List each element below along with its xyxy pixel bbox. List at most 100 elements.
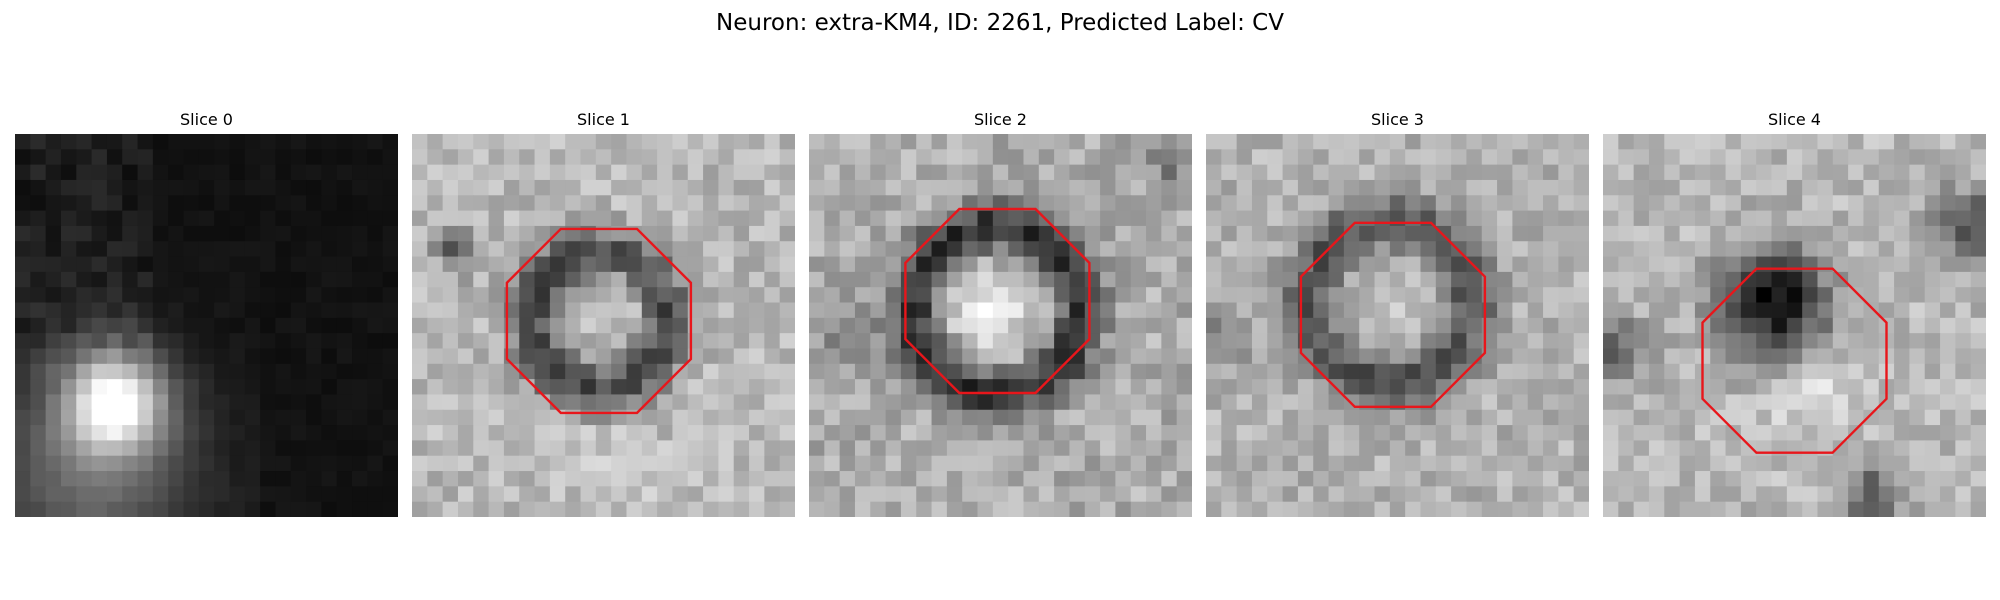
image-pixel (1863, 425, 1880, 441)
image-pixel (152, 333, 169, 350)
image-pixel (534, 471, 551, 487)
image-pixel (91, 425, 108, 441)
image-pixel (1955, 317, 1972, 334)
image-pixel (260, 149, 277, 166)
image-pixel (1435, 195, 1452, 212)
image-pixel (764, 317, 781, 334)
image-pixel (1359, 225, 1376, 242)
image-pixel (1146, 271, 1162, 288)
image-pixel (1848, 149, 1865, 166)
image-pixel (183, 241, 200, 258)
image-pixel (106, 363, 123, 380)
image-pixel (1802, 394, 1819, 411)
image-pixel (1389, 241, 1406, 258)
image-pixel (306, 379, 322, 396)
image-pixel (565, 256, 582, 273)
image-pixel (1618, 317, 1635, 334)
image-pixel (1558, 471, 1575, 487)
image-pixel (503, 501, 520, 517)
image-pixel (1802, 486, 1819, 503)
image-pixel (1466, 302, 1483, 319)
image-pixel (1343, 333, 1360, 350)
image-pixel (244, 195, 261, 212)
image-pixel (977, 271, 994, 288)
image-pixel (733, 379, 750, 396)
image-pixel (321, 179, 338, 196)
image-pixel (809, 134, 825, 150)
image-pixel (1694, 134, 1711, 150)
image-pixel (1161, 394, 1178, 411)
image-pixel (1130, 210, 1147, 227)
image-pixel (1146, 455, 1162, 472)
image-pixel (1648, 348, 1665, 365)
image-pixel (657, 471, 674, 487)
image-pixel (839, 271, 856, 288)
image-pixel (152, 455, 169, 472)
image-pixel (183, 348, 200, 365)
image-pixel (214, 134, 231, 150)
image-pixel (580, 363, 597, 380)
image-pixel (977, 501, 994, 517)
image-pixel (870, 271, 887, 288)
image-pixel (1435, 134, 1452, 150)
image-pixel (749, 471, 765, 487)
image-pixel (244, 379, 261, 396)
image-pixel (1206, 379, 1222, 396)
image-pixel (595, 134, 612, 150)
image-pixel (1909, 271, 1926, 288)
image-pixel (1679, 425, 1696, 441)
image-pixel (779, 195, 795, 212)
image-pixel (183, 333, 200, 350)
image-pixel (749, 486, 765, 503)
image-pixel (916, 455, 933, 472)
image-pixel (1740, 333, 1757, 350)
image-pixel (229, 379, 246, 396)
image-pixel (1543, 455, 1559, 472)
image-pixel (626, 440, 643, 457)
image-pixel (1603, 195, 1619, 212)
image-pixel (1297, 486, 1314, 503)
image-pixel (1359, 195, 1376, 212)
image-pixel (962, 210, 979, 227)
image-pixel (718, 225, 735, 242)
image-pixel (1756, 394, 1773, 411)
image-pixel (595, 241, 612, 258)
image-pixel (106, 425, 123, 441)
image-pixel (809, 425, 825, 441)
image-pixel (611, 195, 628, 212)
image-pixel (809, 501, 825, 517)
image-pixel (641, 134, 658, 150)
image-pixel (1435, 363, 1452, 380)
image-pixel (427, 363, 444, 380)
image-pixel (1221, 486, 1238, 503)
image-pixel (580, 501, 597, 517)
image-pixel (764, 486, 781, 503)
image-pixel (76, 164, 93, 181)
image-pixel (152, 287, 169, 304)
image-pixel (641, 363, 658, 380)
image-pixel (839, 363, 856, 380)
image-pixel (641, 287, 658, 304)
image-pixel (457, 287, 474, 304)
image-pixel (1466, 179, 1483, 196)
image-pixel (1909, 363, 1926, 380)
image-pixel (1573, 195, 1589, 212)
image-pixel (672, 455, 689, 472)
image-pixel (1558, 225, 1575, 242)
image-pixel (1955, 471, 1972, 487)
image-pixel (275, 379, 292, 396)
image-pixel (488, 241, 505, 258)
image-pixel (306, 425, 322, 441)
image-pixel (412, 287, 428, 304)
image-pixel (1756, 134, 1773, 150)
image-pixel (1573, 179, 1589, 196)
image-pixel (321, 471, 338, 487)
image-pixel (1359, 164, 1376, 181)
image-pixel (687, 149, 704, 166)
image-pixel (946, 409, 963, 426)
image-pixel (1878, 425, 1895, 441)
image-pixel (916, 409, 933, 426)
image-pixel (152, 486, 169, 503)
image-pixel (1297, 195, 1314, 212)
image-pixel (1771, 440, 1788, 457)
